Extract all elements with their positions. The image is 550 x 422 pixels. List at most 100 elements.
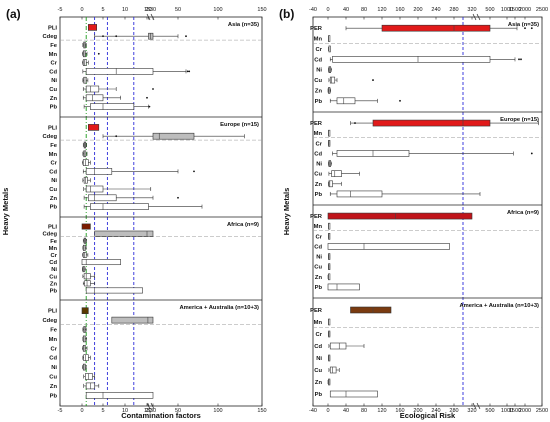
row-label-a-1-2: Fe bbox=[50, 143, 58, 149]
row-label-b-1-4: Ni bbox=[316, 162, 322, 168]
x-tick-top-b-4: 120 bbox=[377, 7, 386, 13]
box-b-0-6 bbox=[328, 87, 331, 94]
box-a-1-7 bbox=[85, 185, 104, 193]
row-label-a-0-0: PLI bbox=[48, 25, 57, 31]
row-label-a-2-2: Fe bbox=[50, 239, 58, 245]
box-a-0-7 bbox=[85, 85, 100, 93]
box-a-0-9 bbox=[90, 103, 135, 110]
x-tick-top-b-2: 40 bbox=[343, 7, 349, 13]
region-title-b-1: Europe (n=15) bbox=[500, 117, 539, 123]
row-label-b-1-0: PER bbox=[310, 121, 323, 127]
row-label-a-2-0: PLI bbox=[48, 225, 57, 231]
row-label-b-0-5: Cu bbox=[314, 78, 322, 84]
outlier-b-0-0-1 bbox=[530, 27, 533, 30]
box-a-2-9 bbox=[85, 287, 143, 294]
box-b-0-7 bbox=[336, 97, 356, 105]
box-a-0-0 bbox=[88, 24, 98, 31]
box-b-3-4 bbox=[328, 354, 331, 362]
x-tick-top-b-5: 160 bbox=[395, 7, 404, 13]
row-label-b-0-0: PER bbox=[310, 26, 323, 32]
row-label-b-0-6: Zn bbox=[315, 88, 323, 94]
row-label-a-0-3: Mn bbox=[49, 52, 58, 58]
x-tick-top-b-8: 280 bbox=[449, 7, 458, 13]
x-tick-top-a-0: -5 bbox=[58, 7, 63, 13]
x-tick-bottom-b-5: 160 bbox=[395, 408, 404, 414]
outlier-a-0-1-1 bbox=[115, 35, 118, 38]
box-a-2-5 bbox=[81, 259, 121, 266]
x-tick-bottom-b-4: 120 bbox=[377, 408, 386, 414]
x-tick-top-a-9: 150 bbox=[257, 7, 266, 13]
row-label-b-3-0: PER bbox=[310, 308, 323, 314]
row-label-b-0-4: Ni bbox=[316, 68, 322, 74]
row-label-a-3-0: PLI bbox=[48, 309, 57, 315]
row-label-a-0-1: Cdeg bbox=[43, 34, 58, 40]
row-label-a-0-8: Zn bbox=[50, 96, 58, 102]
box-a-1-4 bbox=[82, 159, 89, 166]
row-label-a-0-4: Cr bbox=[51, 61, 58, 67]
region-title-a-2: Africa (n=9) bbox=[227, 222, 259, 228]
x-tick-top-a-1: 0 bbox=[80, 7, 83, 13]
box-b-0-0 bbox=[381, 24, 491, 32]
outlier-a-0-1-0 bbox=[102, 35, 104, 38]
box-a-3-0 bbox=[81, 307, 89, 315]
box-b-2-3 bbox=[327, 243, 450, 250]
row-label-a-1-9: Pb bbox=[50, 205, 58, 211]
row-label-b-1-6: Zn bbox=[315, 182, 323, 188]
row-label-b-1-1: Mn bbox=[314, 131, 323, 137]
row-label-a-1-1: Cdeg bbox=[43, 134, 58, 140]
row-label-a-0-2: Fe bbox=[50, 43, 58, 49]
row-label-a-0-9: Pb bbox=[50, 105, 58, 111]
x-tick-bottom-a-5: 20 bbox=[145, 408, 151, 414]
row-label-b-0-3: Cd bbox=[314, 57, 322, 63]
x-tick-bottom-b-0: -40 bbox=[309, 408, 317, 414]
x-tick-top-a-7: 50 bbox=[175, 7, 181, 13]
outlier-a-0-3-0 bbox=[97, 52, 100, 55]
box-b-2-0 bbox=[327, 212, 473, 220]
box-b-2-4 bbox=[328, 253, 331, 260]
box-a-0-1 bbox=[148, 32, 154, 40]
x-tick-bottom-a-3: 10 bbox=[122, 408, 128, 414]
row-label-b-3-4: Ni bbox=[316, 356, 322, 362]
box-a-3-9 bbox=[85, 391, 154, 399]
outlier-b-0-3-0 bbox=[518, 58, 520, 61]
row-label-b-3-6: Zn bbox=[315, 380, 323, 386]
box-a-1-0 bbox=[88, 124, 100, 131]
x-tick-bottom-b-8: 280 bbox=[449, 408, 458, 414]
box-b-3-3 bbox=[329, 342, 347, 350]
box-a-3-5 bbox=[83, 354, 89, 362]
row-label-b-2-1: Mn bbox=[314, 224, 323, 230]
x-tick-bottom-a-8: 100 bbox=[213, 408, 222, 414]
region-title-a-0: Asia (n=35) bbox=[228, 22, 259, 28]
box-a-1-5 bbox=[85, 168, 113, 175]
x-tick-top-b-6: 200 bbox=[413, 7, 422, 13]
y-axis-label-a: Heavy Metals bbox=[1, 188, 10, 236]
plot-frame-a bbox=[59, 16, 263, 407]
row-label-a-0-5: Cd bbox=[49, 69, 57, 75]
box-b-1-0 bbox=[372, 119, 491, 127]
x-tick-top-a-6: 30 bbox=[150, 7, 156, 13]
x-tick-top-b-10: 500 bbox=[485, 7, 494, 13]
box-b-3-2 bbox=[328, 330, 331, 338]
box-a-2-7 bbox=[83, 273, 91, 280]
row-label-a-1-5: Cd bbox=[49, 169, 57, 175]
x-tick-bottom-a-6: 30 bbox=[150, 408, 156, 414]
x-tick-top-b-0: -40 bbox=[309, 7, 317, 13]
outlier-a-0-5-0 bbox=[186, 70, 189, 73]
x-tick-bottom-b-6: 200 bbox=[413, 408, 422, 414]
box-b-1-2 bbox=[328, 140, 331, 147]
outlier-a-0-5-1 bbox=[188, 70, 191, 73]
x-tick-bottom-b-3: 80 bbox=[361, 408, 367, 414]
box-a-0-8 bbox=[85, 94, 104, 102]
region-title-a-1: Europe (n=15) bbox=[220, 122, 259, 128]
panel-letter-b: (b) bbox=[279, 7, 294, 21]
box-b-2-7 bbox=[327, 283, 360, 291]
outlier-b-1-3-0 bbox=[530, 152, 533, 155]
region-title-a-3: America + Australia (n=10+3) bbox=[179, 305, 259, 311]
axis-break-mark-a-0-a bbox=[146, 13, 151, 21]
x-tick-top-b-9: 320 bbox=[467, 7, 476, 13]
row-label-a-1-3: Mn bbox=[49, 152, 58, 158]
box-b-2-5 bbox=[328, 263, 331, 270]
x-tick-bottom-b-11: 1000 bbox=[501, 408, 513, 414]
axis-break-mark-b-1-a bbox=[472, 402, 477, 410]
